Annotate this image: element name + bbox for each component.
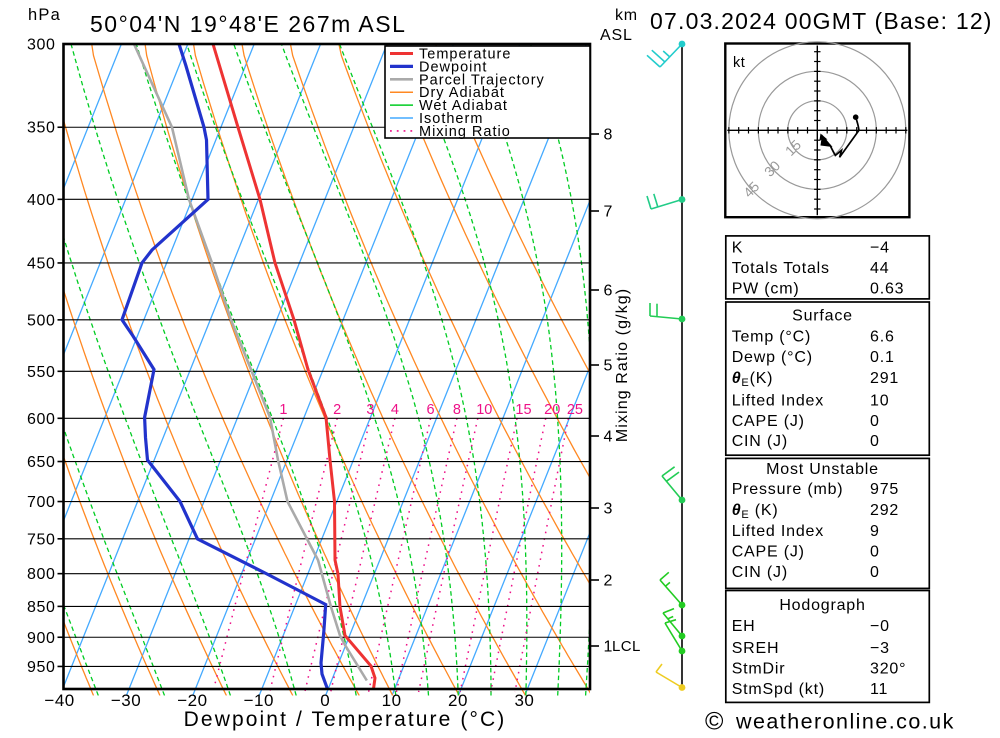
svg-text:Mixing Ratio (g/kg): Mixing Ratio (g/kg) (614, 288, 631, 442)
svg-text:Temp (°C): Temp (°C) (732, 329, 811, 346)
svg-text:320°: 320° (870, 660, 906, 677)
svg-text:3: 3 (604, 501, 614, 518)
svg-text:Dewp (°C): Dewp (°C) (732, 349, 813, 366)
svg-text:Surface: Surface (792, 307, 853, 324)
svg-text:15: 15 (515, 402, 531, 418)
svg-text:0: 0 (870, 564, 880, 581)
svg-text:30: 30 (514, 691, 534, 710)
svg-text:8: 8 (453, 402, 461, 418)
svg-text:650: 650 (27, 454, 56, 471)
svg-text:Pressure (mb): Pressure (mb) (732, 481, 844, 498)
svg-text:10: 10 (382, 691, 402, 710)
svg-text:1: 1 (279, 402, 287, 418)
svg-text:2: 2 (333, 402, 341, 418)
svg-text:Mixing Ratio: Mixing Ratio (419, 124, 511, 140)
svg-text:Parcel Trajectory: Parcel Trajectory (419, 72, 545, 88)
svg-text:CIN (J): CIN (J) (732, 564, 788, 581)
svg-text:Lifted Index: Lifted Index (732, 523, 824, 540)
svg-text:−10: −10 (244, 691, 274, 710)
svg-text:StmSpd (kt): StmSpd (kt) (732, 681, 825, 698)
svg-text:10: 10 (870, 392, 889, 409)
svg-text:EH: EH (732, 618, 756, 635)
svg-text:Dry Adiabat: Dry Adiabat (419, 85, 505, 101)
svg-text:1: 1 (604, 639, 614, 656)
svg-text:Wet Adiabat: Wet Adiabat (419, 98, 508, 114)
svg-text:0: 0 (320, 691, 330, 710)
svg-text:9: 9 (870, 523, 880, 540)
svg-text:0: 0 (870, 544, 880, 561)
svg-text:6.6: 6.6 (870, 329, 895, 346)
svg-text:Dewpoint / Temperature (°C): Dewpoint / Temperature (°C) (184, 708, 507, 731)
svg-text:0.1: 0.1 (870, 349, 895, 366)
svg-text:292: 292 (870, 502, 899, 519)
svg-text:950: 950 (27, 659, 56, 676)
svg-text:Isotherm: Isotherm (419, 111, 483, 127)
svg-text:700: 700 (27, 494, 56, 511)
svg-text:3: 3 (366, 402, 374, 418)
svg-text:PW (cm): PW (cm) (732, 280, 800, 297)
svg-text:50°04'N 19°48'E 267m ASL: 50°04'N 19°48'E 267m ASL (90, 11, 406, 37)
svg-text:800: 800 (27, 566, 56, 583)
svg-text:5: 5 (604, 358, 614, 375)
svg-text:weatheronline.co.uk: weatheronline.co.uk (735, 710, 955, 734)
svg-text:450: 450 (27, 256, 56, 273)
svg-text:CIN (J): CIN (J) (732, 433, 788, 450)
svg-text:0: 0 (870, 433, 880, 450)
svg-text:kt: kt (733, 55, 745, 71)
svg-text:km: km (615, 7, 638, 24)
svg-text:2: 2 (604, 573, 614, 590)
svg-text:Lifted Index: Lifted Index (732, 392, 824, 409)
svg-text:−20: −20 (177, 691, 207, 710)
svg-text:20: 20 (544, 402, 560, 418)
svg-text:Hodograph: Hodograph (779, 597, 865, 614)
svg-text:θE (K): θE (K) (732, 502, 779, 521)
svg-text:600: 600 (27, 411, 56, 428)
svg-text:07.03.2024 00GMT (Base: 12): 07.03.2024 00GMT (Base: 12) (650, 8, 993, 34)
svg-text:ASL: ASL (600, 27, 633, 44)
svg-text:44: 44 (870, 260, 889, 277)
svg-text:−40: −40 (44, 691, 74, 710)
svg-text:750: 750 (27, 531, 56, 548)
svg-text:Totals Totals: Totals Totals (732, 260, 830, 277)
svg-text:©: © (705, 708, 724, 734)
svg-text:6: 6 (604, 283, 614, 300)
svg-text:Temperature: Temperature (419, 47, 511, 63)
svg-text:StmDir: StmDir (732, 660, 786, 677)
svg-text:hPa: hPa (28, 6, 61, 24)
svg-text:900: 900 (27, 630, 56, 647)
svg-text:CAPE (J): CAPE (J) (732, 544, 805, 561)
svg-text:975: 975 (870, 481, 899, 498)
svg-text:−4: −4 (870, 240, 890, 257)
svg-text:400: 400 (27, 192, 56, 209)
svg-text:11: 11 (870, 681, 888, 698)
svg-text:850: 850 (27, 599, 56, 616)
svg-text:4: 4 (391, 402, 399, 418)
svg-text:−0: −0 (870, 618, 890, 635)
svg-text:7: 7 (604, 204, 614, 221)
svg-text:−30: −30 (111, 691, 141, 710)
svg-text:300: 300 (27, 37, 56, 54)
svg-text:291: 291 (870, 370, 899, 387)
svg-text:θE(K): θE(K) (732, 370, 774, 389)
svg-text:Most Unstable: Most Unstable (766, 461, 879, 478)
svg-text:LCL: LCL (612, 638, 641, 655)
svg-text:K: K (732, 240, 743, 257)
svg-text:0: 0 (870, 413, 880, 430)
svg-text:Dewpoint: Dewpoint (419, 59, 487, 75)
svg-text:20: 20 (448, 691, 468, 710)
svg-text:SREH: SREH (732, 640, 780, 657)
svg-text:10: 10 (476, 402, 492, 418)
svg-text:6: 6 (427, 402, 435, 418)
svg-text:CAPE (J): CAPE (J) (732, 413, 805, 430)
svg-text:350: 350 (27, 120, 56, 137)
svg-text:8: 8 (604, 127, 614, 144)
svg-text:4: 4 (604, 429, 614, 446)
svg-text:25: 25 (567, 402, 583, 418)
svg-text:0.63: 0.63 (870, 280, 904, 297)
svg-text:−3: −3 (870, 640, 890, 657)
svg-text:500: 500 (27, 312, 56, 329)
svg-text:550: 550 (27, 364, 56, 381)
